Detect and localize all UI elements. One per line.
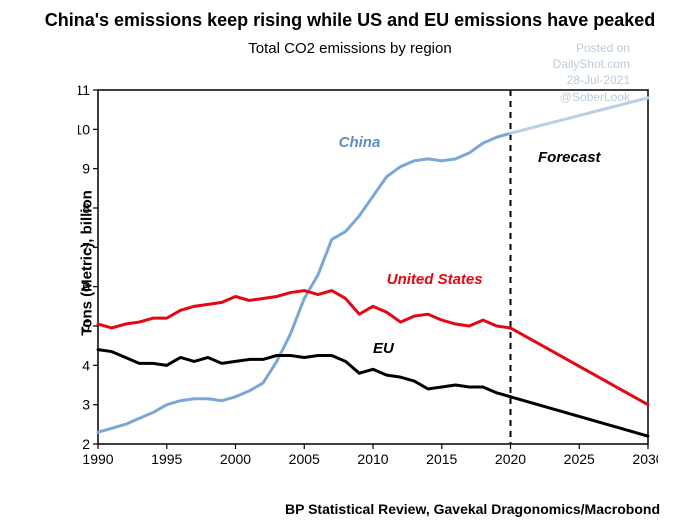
svg-text:2005: 2005 (289, 451, 320, 467)
svg-text:1990: 1990 (82, 451, 113, 467)
watermark-line1: Posted on (576, 41, 630, 55)
source-attribution: BP Statistical Review, Gavekal Dragonomi… (285, 501, 660, 517)
svg-text:1995: 1995 (151, 451, 182, 467)
svg-text:4: 4 (82, 357, 90, 373)
svg-text:2020: 2020 (495, 451, 526, 467)
svg-text:2010: 2010 (357, 451, 388, 467)
svg-text:8: 8 (82, 200, 90, 216)
svg-text:7: 7 (82, 239, 90, 255)
forecast-label: Forecast (538, 149, 601, 166)
svg-text:2: 2 (82, 436, 90, 452)
series-label-china: China (339, 134, 381, 151)
chart-title: China's emissions keep rising while US a… (0, 10, 700, 31)
svg-text:9: 9 (82, 161, 90, 177)
series-label-eu: EU (373, 340, 394, 357)
svg-text:6: 6 (82, 279, 90, 295)
chart-container: China's emissions keep rising while US a… (0, 0, 700, 525)
watermark-line2: DailyShot.com (553, 57, 630, 71)
svg-text:5: 5 (82, 318, 90, 334)
svg-text:11: 11 (78, 82, 90, 98)
svg-text:3: 3 (82, 397, 90, 413)
svg-text:2030: 2030 (632, 451, 658, 467)
svg-text:2025: 2025 (564, 451, 595, 467)
svg-text:2015: 2015 (426, 451, 457, 467)
svg-text:2000: 2000 (220, 451, 251, 467)
series-label-us: United States (387, 271, 483, 288)
svg-text:10: 10 (78, 121, 90, 137)
